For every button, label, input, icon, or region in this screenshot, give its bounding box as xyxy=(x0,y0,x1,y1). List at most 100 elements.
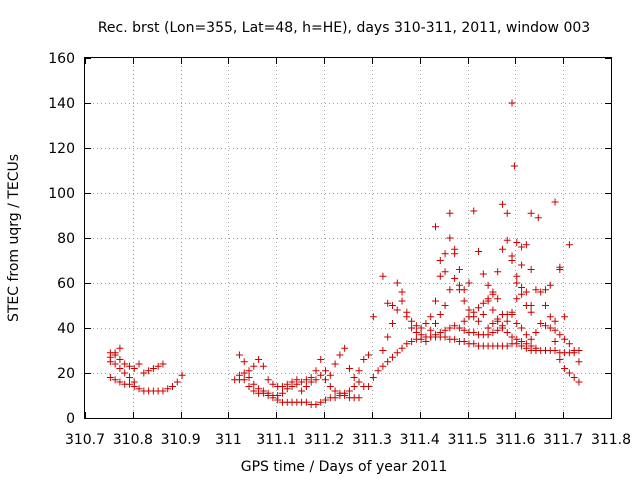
data-point xyxy=(403,308,411,316)
data-point xyxy=(336,351,344,359)
data-point xyxy=(288,378,296,386)
y-tick-label: 100 xyxy=(48,186,75,202)
data-point xyxy=(365,351,373,359)
data-point xyxy=(484,331,492,339)
data-point xyxy=(398,297,406,305)
data-point xyxy=(441,250,449,258)
data-point xyxy=(446,209,454,217)
data-point xyxy=(451,250,459,258)
data-point xyxy=(498,322,506,330)
data-point xyxy=(532,344,540,352)
x-tick-label: 310.7 xyxy=(65,432,105,448)
data-point xyxy=(510,162,518,170)
data-point xyxy=(145,367,153,375)
data-point xyxy=(475,317,483,325)
x-tick-label: 311.7 xyxy=(543,432,583,448)
data-point xyxy=(575,347,583,354)
data-point xyxy=(460,297,468,305)
data-point xyxy=(235,351,243,359)
data-point xyxy=(441,333,449,341)
data-point xyxy=(489,320,497,327)
data-point xyxy=(518,261,526,269)
data-point xyxy=(169,383,177,390)
data-point xyxy=(513,279,521,287)
data-point xyxy=(494,268,502,276)
data-point xyxy=(106,374,114,381)
data-point xyxy=(470,308,478,316)
data-point xyxy=(565,369,573,377)
data-point xyxy=(278,383,286,390)
data-point xyxy=(235,371,243,379)
data-point xyxy=(355,378,363,386)
data-point xyxy=(336,392,344,399)
data-point xyxy=(298,387,306,395)
data-point xyxy=(527,266,535,273)
data-point xyxy=(121,360,129,368)
data-point xyxy=(546,324,554,332)
data-point xyxy=(293,376,301,384)
plot-frame xyxy=(84,57,612,419)
data-point xyxy=(522,331,530,339)
data-point xyxy=(427,313,435,321)
data-point xyxy=(451,335,459,343)
data-point xyxy=(470,329,478,336)
y-tick-label: 20 xyxy=(57,366,75,382)
data-point xyxy=(479,270,487,278)
data-point xyxy=(494,315,502,323)
data-point xyxy=(135,360,143,368)
data-point xyxy=(331,360,339,368)
data-point xyxy=(250,387,258,395)
data-point xyxy=(527,302,535,309)
data-point xyxy=(460,338,468,345)
data-point xyxy=(302,398,310,406)
data-point xyxy=(465,279,473,287)
data-point xyxy=(522,288,530,296)
data-point xyxy=(522,241,530,249)
data-point xyxy=(302,376,310,384)
y-tick-label: 80 xyxy=(57,231,75,247)
data-point xyxy=(446,286,454,294)
data-point xyxy=(422,320,430,327)
data-point xyxy=(546,313,554,321)
data-point xyxy=(398,288,406,296)
data-point xyxy=(317,371,325,379)
data-point xyxy=(403,340,411,348)
data-point xyxy=(326,383,334,390)
chart-title: Rec. brst (Lon=355, Lat=48, h=HE), days … xyxy=(98,20,590,36)
data-point xyxy=(503,329,511,336)
data-point xyxy=(240,358,248,366)
data-point xyxy=(408,317,416,325)
data-point xyxy=(534,214,542,222)
data-point xyxy=(489,306,497,314)
y-tick-label: 160 xyxy=(48,51,75,67)
y-tick-label: 0 xyxy=(66,411,75,427)
data-point xyxy=(441,268,449,276)
data-point xyxy=(345,387,353,395)
data-point xyxy=(494,326,502,334)
data-point xyxy=(317,356,325,363)
data-point xyxy=(446,234,454,242)
data-point xyxy=(436,311,444,318)
data-point xyxy=(532,329,540,336)
x-tick-label: 311.3 xyxy=(352,432,392,448)
data-point xyxy=(503,317,511,325)
data-point xyxy=(298,378,306,386)
data-point xyxy=(264,376,272,384)
data-point xyxy=(451,275,459,282)
data-point xyxy=(503,236,511,244)
data-point xyxy=(432,223,440,231)
data-point xyxy=(546,281,554,289)
data-point xyxy=(125,374,133,381)
data-point xyxy=(513,295,521,303)
data-point xyxy=(116,378,124,386)
y-axis-label: STEC from uqrg / TECUs xyxy=(6,154,22,322)
data-point xyxy=(427,326,435,334)
data-point xyxy=(436,272,444,280)
y-tick-label: 140 xyxy=(48,96,75,112)
data-point xyxy=(551,317,559,325)
data-point xyxy=(508,311,516,318)
data-point xyxy=(255,385,263,393)
data-point xyxy=(164,385,172,393)
data-point xyxy=(484,281,492,289)
x-axis-tick-labels: 310.7 310.8 310.9 311 311.1 311.2 311.3 311.4 31… xyxy=(65,432,631,448)
